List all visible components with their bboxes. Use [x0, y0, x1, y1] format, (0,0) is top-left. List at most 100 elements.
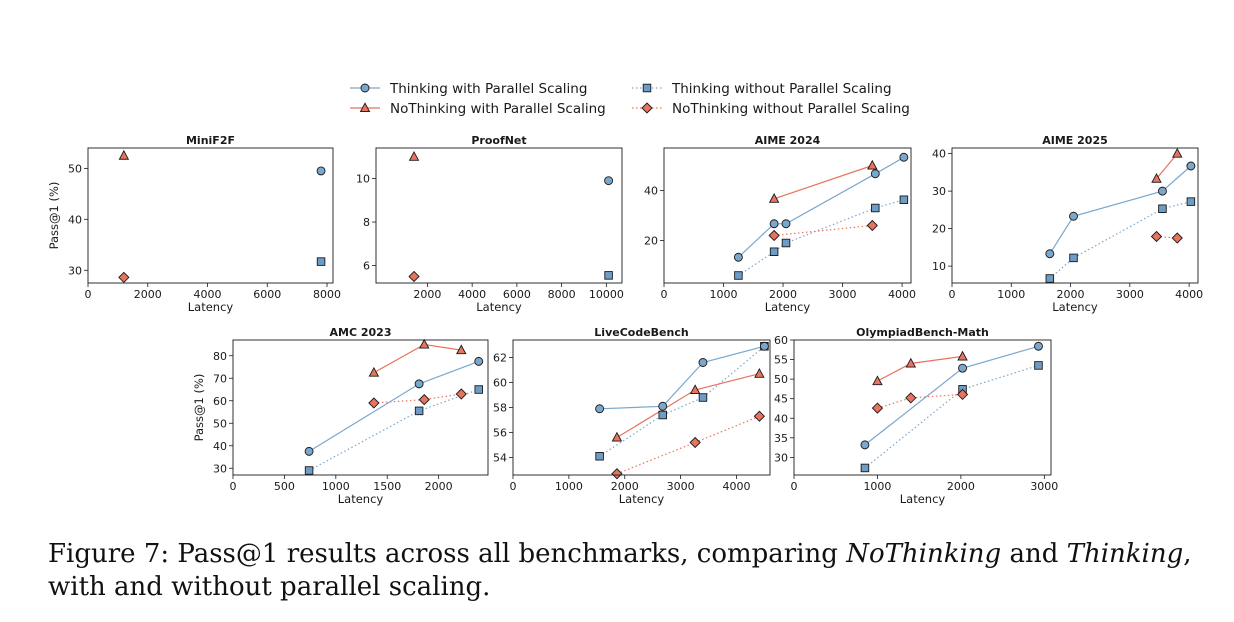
y-tick-label: 60 [213, 395, 227, 408]
y-tick-label: 30 [932, 185, 946, 198]
data-point-nn [408, 270, 420, 283]
x-tick-label: 2000 [134, 288, 162, 301]
x-tick-label: 1000 [997, 288, 1025, 301]
legend-entry-thinking-without-parallel-scaling: Thinking without Parallel Scaling [632, 81, 892, 97]
x-tick-label: 2000 [769, 288, 797, 301]
data-point-tn [781, 238, 791, 248]
x-tick-label: 6000 [253, 288, 281, 301]
data-point-np [456, 344, 467, 355]
panel-frame [663, 147, 912, 284]
panel-title: AIME 2024 [755, 134, 821, 147]
data-point-nn [689, 436, 701, 449]
panel-proofnet: ProofNet 2000 4000 6000 8000 10000 6 8 10 Latency [356, 134, 624, 314]
y-tick-label: 40 [68, 213, 82, 226]
data-point-nn [768, 229, 780, 242]
data-point-tp [658, 401, 668, 411]
data-point-np [689, 384, 701, 395]
data-point-np [1151, 172, 1162, 183]
x-tick-label: 8000 [313, 288, 341, 301]
panel-frame [87, 147, 334, 284]
y-tick-label: 8 [363, 216, 370, 229]
series-line-tn [864, 364, 1039, 469]
y-tick-label: 62 [493, 352, 507, 365]
legend-label: Thinking without Parallel Scaling [671, 81, 892, 97]
y-tick-label: 70 [213, 372, 227, 385]
data-point-nn [611, 468, 623, 480]
data-point-tp [1157, 186, 1167, 196]
panel-title: AIME 2025 [1042, 134, 1108, 147]
data-point-np [408, 150, 420, 161]
data-point-tn [474, 385, 483, 394]
data-point-tn [1186, 197, 1196, 206]
data-point-tp [414, 379, 424, 389]
y-tick-label: 40 [932, 148, 946, 161]
x-tick-label: 0 [510, 480, 517, 493]
y-tick-label: 40 [213, 440, 227, 453]
panel-aime-2024: AIME 2024 0 1000 2000 3000 4000 20 40 Latency [644, 134, 916, 314]
data-point-np [957, 350, 968, 361]
data-point-tn [860, 463, 870, 473]
y-tick-label: 20 [644, 235, 658, 248]
x-tick-label: 500 [274, 480, 295, 493]
x-tick-label: 1000 [555, 480, 583, 493]
data-point-tp [604, 176, 614, 186]
y-axis-label: Pass@1 (%) [47, 182, 61, 250]
x-tick-label: 2000 [611, 480, 639, 493]
data-point-tn [604, 271, 613, 280]
x-tick-label: 2000 [413, 288, 441, 301]
series-line-tp [864, 345, 1039, 446]
data-point-tn [595, 452, 604, 461]
data-point-tn [1034, 361, 1043, 370]
x-tick-label: 4000 [194, 288, 222, 301]
data-point-tn [899, 195, 909, 204]
panel-title: ProofNet [471, 134, 526, 147]
x-tick-label: 0 [230, 480, 237, 493]
x-tick-label: 3000 [1116, 288, 1144, 301]
chart-legend: Thinking with Parallel Scaling Thinking w… [350, 81, 910, 117]
x-tick-label: 2000 [1057, 288, 1085, 301]
y-tick-label: 40 [644, 185, 658, 198]
series-line-tn [738, 199, 905, 276]
y-tick-label: 30 [213, 462, 227, 475]
data-point-nn [905, 392, 917, 404]
y-tick-label: 54 [493, 452, 507, 465]
legend-label: NoThinking without Parallel Scaling [672, 101, 910, 117]
y-tick-label: 10 [356, 172, 370, 185]
y-tick-label: 6 [363, 260, 370, 273]
figure-7-chart: Thinking with Parallel Scaling Thinking w… [47, 81, 1203, 506]
data-point-np [1172, 147, 1183, 158]
x-tick-label: 0 [949, 288, 956, 301]
x-tick-label: 4000 [1175, 288, 1203, 301]
x-tick-label: 0 [85, 288, 92, 301]
x-axis-label: Latency [188, 300, 234, 314]
data-point-np [872, 375, 883, 386]
data-point-nn [1171, 232, 1183, 244]
data-point-tp [870, 169, 880, 179]
data-point-nn [753, 410, 766, 422]
caption-prefix: Figure 7: Pass@1 results across all benc… [48, 539, 847, 569]
series-line-np [616, 373, 760, 439]
data-point-tn [871, 203, 880, 213]
y-tick-label: 55 [774, 354, 788, 367]
data-point-tn [658, 410, 667, 420]
panel-olympiadbench-math: OlympiadBench-Math 0 1000 2000 3000 30 35 40 45 5… [774, 326, 1058, 506]
data-point-tp [316, 166, 326, 176]
y-tick-label: 35 [774, 432, 788, 445]
data-point-tp [1045, 249, 1055, 259]
legend-entry-nothinking-with-parallel-scaling: NoThinking with Parallel Scaling [350, 101, 606, 117]
data-point-nn [956, 388, 969, 401]
panel-frame [232, 339, 489, 476]
data-point-nn [871, 402, 884, 414]
panel-title: MiniF2F [186, 134, 235, 147]
data-point-np [905, 357, 917, 368]
panel-frame [375, 147, 623, 284]
panel-livecodebench: LiveCodeBench 0 1000 2000 3000 4000 54 56 58 60 62… [493, 326, 771, 506]
data-point-nn [1150, 230, 1163, 243]
data-point-tp [698, 358, 708, 367]
data-point-tp [759, 341, 769, 351]
series-line-np [877, 355, 963, 382]
x-tick-label: 2000 [947, 480, 975, 493]
x-tick-label: 3000 [829, 288, 857, 301]
series-line-tp [308, 360, 479, 452]
